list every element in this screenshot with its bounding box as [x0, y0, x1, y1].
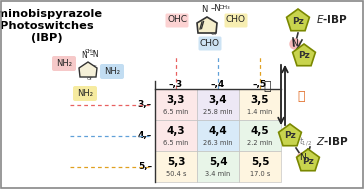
- Text: 5,4: 5,4: [209, 157, 227, 167]
- Text: –N: –N: [211, 4, 222, 13]
- FancyBboxPatch shape: [239, 120, 281, 151]
- FancyBboxPatch shape: [239, 151, 281, 182]
- Text: $\mathit{t}_{1/2}$: $\mathit{t}_{1/2}$: [299, 135, 312, 148]
- Text: CH₃: CH₃: [85, 49, 95, 54]
- FancyBboxPatch shape: [197, 151, 239, 182]
- Text: N: N: [292, 40, 298, 49]
- FancyBboxPatch shape: [155, 120, 197, 151]
- Text: Pz: Pz: [292, 16, 304, 26]
- FancyBboxPatch shape: [73, 86, 97, 101]
- Polygon shape: [79, 62, 97, 77]
- Text: 5,–: 5,–: [138, 162, 152, 171]
- Text: or: or: [210, 30, 218, 36]
- FancyBboxPatch shape: [197, 89, 239, 120]
- Text: OHC: OHC: [167, 15, 187, 25]
- Text: 1.4 min: 1.4 min: [248, 109, 273, 115]
- Text: –,4: –,4: [211, 81, 225, 90]
- Text: 6.5 min: 6.5 min: [163, 109, 189, 115]
- Text: Pz: Pz: [302, 156, 314, 166]
- Text: 50.4 s: 50.4 s: [166, 171, 186, 177]
- Text: or: or: [210, 22, 218, 28]
- Text: 4,5: 4,5: [251, 126, 269, 136]
- Text: CHO: CHO: [225, 15, 245, 25]
- Text: 25.8 min: 25.8 min: [203, 109, 233, 115]
- Text: 2.2 min: 2.2 min: [247, 140, 273, 146]
- Text: –,3: –,3: [169, 81, 183, 90]
- Text: 5,5: 5,5: [251, 157, 269, 167]
- FancyBboxPatch shape: [155, 89, 197, 120]
- Text: N: N: [298, 153, 305, 163]
- FancyBboxPatch shape: [52, 56, 76, 71]
- Text: 🌡: 🌡: [297, 91, 305, 104]
- Text: (IBP): (IBP): [31, 33, 63, 43]
- Text: N: N: [81, 51, 87, 60]
- Text: Pz: Pz: [284, 132, 296, 140]
- Polygon shape: [286, 9, 309, 31]
- Text: NH₂: NH₂: [56, 59, 72, 67]
- Text: NH₂: NH₂: [77, 88, 93, 98]
- Circle shape: [297, 153, 307, 163]
- FancyBboxPatch shape: [155, 151, 197, 182]
- Circle shape: [290, 39, 300, 49]
- Text: CHO: CHO: [200, 39, 220, 47]
- Text: 4,4: 4,4: [209, 126, 228, 136]
- Text: 17.0 s: 17.0 s: [250, 171, 270, 177]
- FancyBboxPatch shape: [198, 36, 222, 50]
- Text: –N: –N: [90, 50, 100, 59]
- Text: 3.4 min: 3.4 min: [205, 171, 231, 177]
- Text: 4,3: 4,3: [167, 126, 185, 136]
- Polygon shape: [197, 17, 217, 33]
- FancyBboxPatch shape: [166, 13, 189, 28]
- Text: 6.5 min: 6.5 min: [163, 140, 189, 146]
- Text: 3,5: 3,5: [251, 95, 269, 105]
- Text: Pz: Pz: [298, 51, 310, 60]
- Text: 3,–: 3,–: [138, 100, 152, 109]
- Text: $\it{Z}$-IBP: $\it{Z}$-IBP: [316, 135, 349, 147]
- Text: 3,4: 3,4: [209, 95, 227, 105]
- Text: 3,3: 3,3: [167, 95, 185, 105]
- Text: 4,–: 4,–: [138, 131, 152, 140]
- Text: NH₂: NH₂: [104, 67, 120, 75]
- FancyBboxPatch shape: [197, 120, 239, 151]
- Text: Iminobispyrazole: Iminobispyrazole: [0, 9, 102, 19]
- FancyBboxPatch shape: [225, 13, 248, 28]
- Text: N: N: [201, 5, 207, 14]
- Polygon shape: [293, 44, 316, 66]
- Text: 💡: 💡: [263, 80, 271, 92]
- Text: $\it{E}$-IBP: $\it{E}$-IBP: [316, 13, 348, 25]
- FancyBboxPatch shape: [100, 64, 124, 79]
- Text: 26.3 min: 26.3 min: [203, 140, 233, 146]
- Polygon shape: [278, 124, 301, 146]
- Text: or: or: [91, 64, 97, 70]
- Text: 5,3: 5,3: [167, 157, 185, 167]
- Text: or: or: [87, 77, 93, 81]
- FancyBboxPatch shape: [239, 89, 281, 120]
- Text: Photoswitches: Photoswitches: [0, 21, 94, 31]
- Text: CH₃: CH₃: [219, 5, 231, 10]
- Text: –,5: –,5: [253, 81, 267, 90]
- Polygon shape: [297, 149, 320, 171]
